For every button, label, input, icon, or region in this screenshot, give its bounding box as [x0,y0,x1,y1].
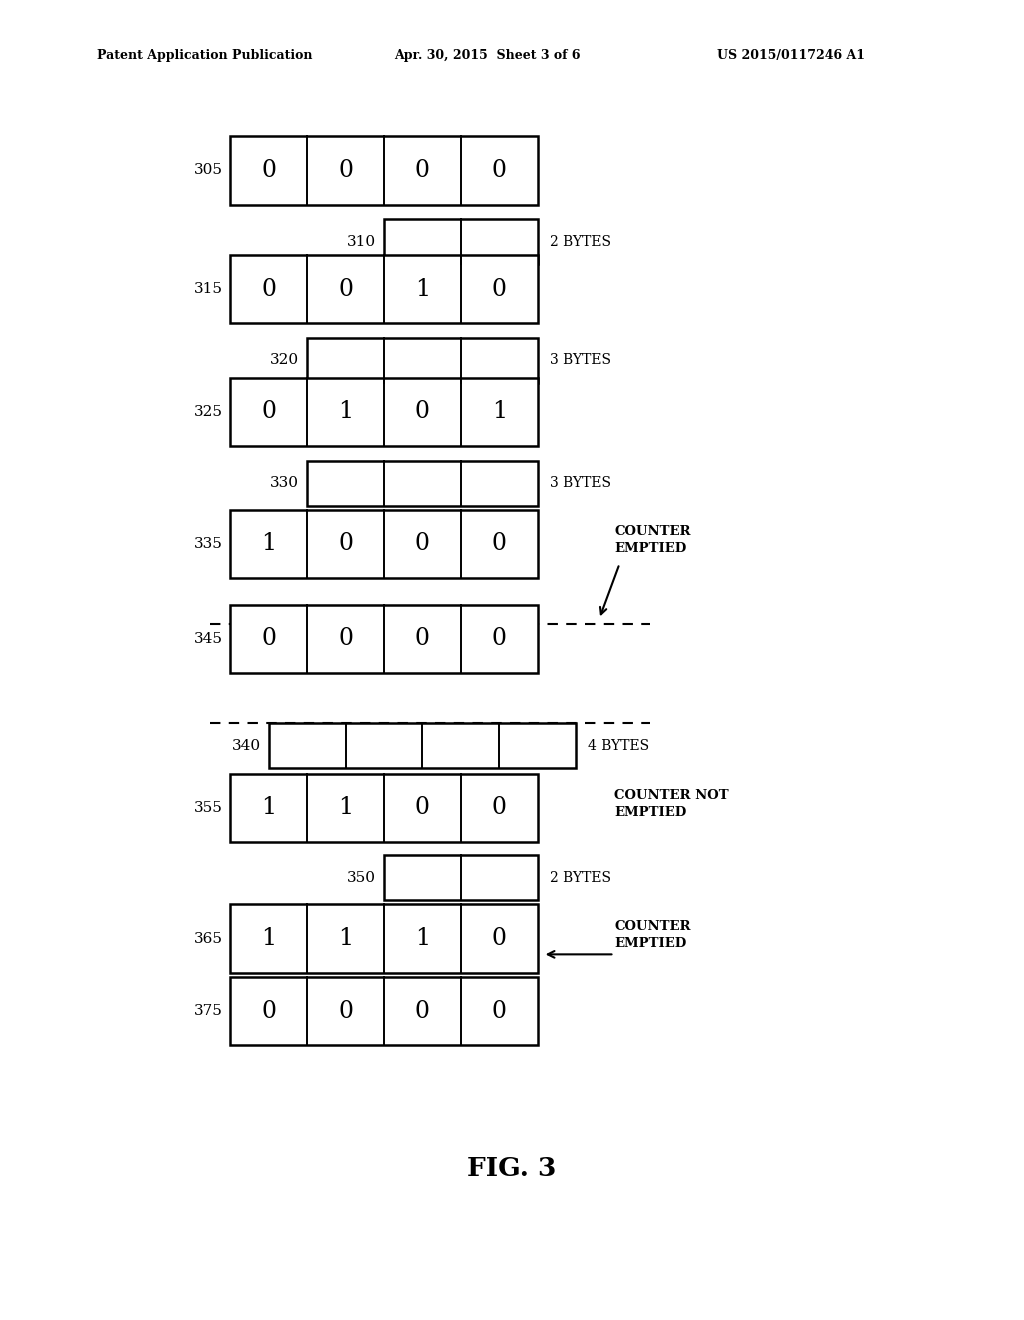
Text: 4 BYTES: 4 BYTES [588,739,649,752]
Bar [230,510,538,578]
Text: Patent Application Publication: Patent Application Publication [97,49,312,62]
Text: 315: 315 [195,282,223,296]
Text: 2 BYTES: 2 BYTES [550,871,611,884]
Text: 1: 1 [415,927,430,950]
Bar [230,977,538,1045]
Text: 0: 0 [492,796,507,820]
Text: 330: 330 [270,477,299,490]
Text: 340: 340 [231,739,260,752]
Text: 1: 1 [338,796,353,820]
Text: 0: 0 [338,277,353,301]
Text: 375: 375 [195,1005,223,1018]
Text: 0: 0 [338,532,353,556]
Text: 0: 0 [492,999,507,1023]
Text: 355: 355 [195,801,223,814]
Text: 1: 1 [338,927,353,950]
Bar [268,723,575,768]
Text: 0: 0 [415,158,430,182]
Text: 345: 345 [195,632,223,645]
Text: COUNTER NOT
EMPTIED: COUNTER NOT EMPTIED [614,789,729,818]
Text: 0: 0 [492,927,507,950]
Text: COUNTER
EMPTIED: COUNTER EMPTIED [614,920,691,949]
Text: 305: 305 [195,164,223,177]
Bar [230,255,538,323]
Bar [384,855,538,900]
Bar [384,219,538,264]
Text: 1: 1 [261,927,276,950]
Bar [230,904,538,973]
Text: 0: 0 [415,532,430,556]
Text: 320: 320 [270,354,299,367]
Bar [307,338,538,383]
Text: 1: 1 [261,532,276,556]
Text: 1: 1 [415,277,430,301]
Text: 3 BYTES: 3 BYTES [550,477,611,490]
Text: 0: 0 [261,158,276,182]
Text: 0: 0 [415,999,430,1023]
Text: 325: 325 [195,405,223,418]
Text: COUNTER
EMPTIED: COUNTER EMPTIED [614,525,691,554]
Text: 0: 0 [261,627,276,651]
Text: 1: 1 [338,400,353,424]
Text: 0: 0 [415,796,430,820]
Text: 0: 0 [415,627,430,651]
Text: 3 BYTES: 3 BYTES [550,354,611,367]
Text: 0: 0 [492,158,507,182]
Text: FIG. 3: FIG. 3 [467,1156,557,1180]
Text: 2 BYTES: 2 BYTES [550,235,611,248]
Text: 310: 310 [347,235,376,248]
Text: 0: 0 [492,277,507,301]
Bar [230,774,538,842]
Bar [230,605,538,673]
Text: 0: 0 [338,627,353,651]
Text: 0: 0 [261,400,276,424]
Text: 0: 0 [338,999,353,1023]
Text: 0: 0 [261,277,276,301]
Text: 0: 0 [261,999,276,1023]
Text: 1: 1 [261,796,276,820]
Text: 0: 0 [338,158,353,182]
Text: 0: 0 [492,532,507,556]
Text: 365: 365 [195,932,223,945]
Text: US 2015/0117246 A1: US 2015/0117246 A1 [717,49,865,62]
Text: 0: 0 [492,627,507,651]
Text: 1: 1 [492,400,507,424]
Bar [307,461,538,506]
Bar [230,378,538,446]
Text: 335: 335 [195,537,223,550]
Text: 0: 0 [415,400,430,424]
Bar [230,136,538,205]
Text: 350: 350 [347,871,376,884]
Text: Apr. 30, 2015  Sheet 3 of 6: Apr. 30, 2015 Sheet 3 of 6 [394,49,581,62]
